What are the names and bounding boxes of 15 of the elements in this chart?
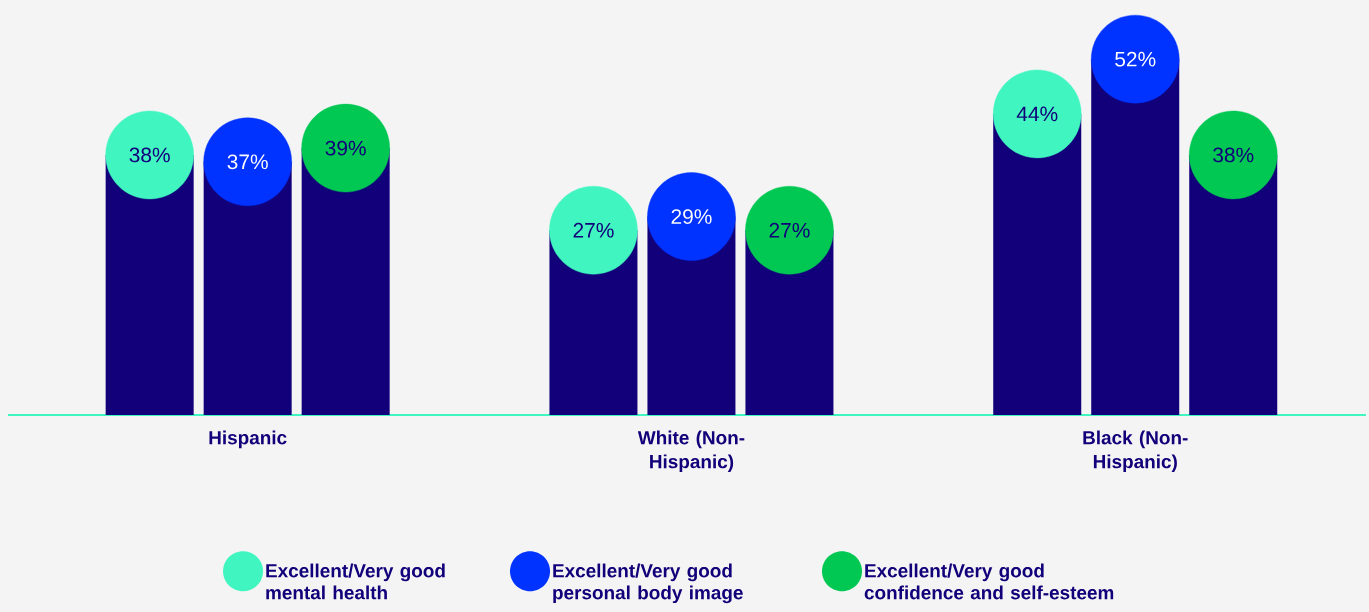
data-label: 52% <box>1115 51 1156 67</box>
legend-label: Excellent/Very good confidence and self-esteem <box>864 563 1114 600</box>
x-tick-label: White (Non-Hispanic) <box>637 430 745 473</box>
x-tick-label: Hispanic <box>209 430 287 449</box>
legend-label: Excellent/Very good personal body image <box>553 563 743 604</box>
data-label: 27% <box>769 222 810 238</box>
data-label: 27% <box>573 222 614 238</box>
data-label: 38% <box>129 147 170 163</box>
data-label: 38% <box>1213 147 1254 163</box>
data-label: 44% <box>1016 106 1058 122</box>
legend-label: Excellent/Very good mental health <box>266 563 445 600</box>
data-label: 37% <box>227 154 268 170</box>
data-label: 29% <box>671 209 712 224</box>
x-tick-label: Black (Non-Hispanic) <box>1083 430 1188 473</box>
data-label: 39% <box>325 140 366 156</box>
